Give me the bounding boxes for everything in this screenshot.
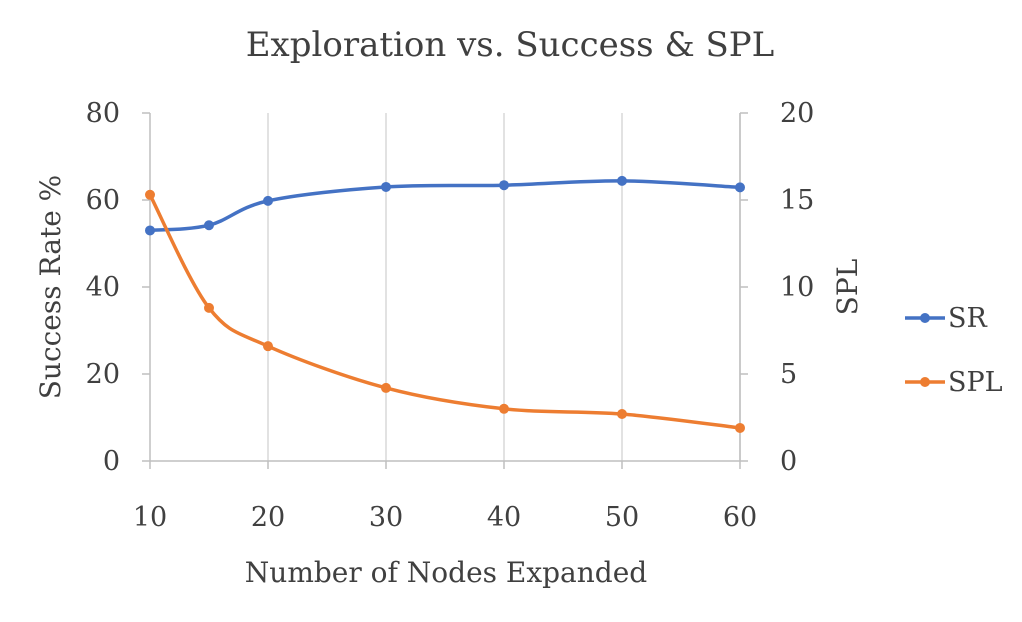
right-tick-label: 10 (780, 272, 814, 303)
x-axis-ticks: 10 20 30 40 50 60 (133, 461, 757, 533)
right-tick-label: 20 (780, 98, 814, 129)
data-point-sr (617, 175, 627, 186)
series-group (145, 175, 745, 433)
data-point-spl (263, 341, 273, 352)
x-tick-label: 20 (251, 502, 285, 533)
x-tick-label: 60 (723, 502, 757, 533)
left-axis-ticks: 0 20 40 60 80 (86, 98, 150, 477)
data-point-sr (735, 182, 745, 193)
legend-marker-spl (920, 377, 930, 387)
axes (149, 113, 741, 462)
right-tick-label: 15 (780, 185, 814, 216)
legend-marker-sr (920, 313, 930, 323)
data-point-sr (263, 195, 273, 206)
left-tick-label: 0 (103, 446, 120, 477)
right-axis-title: SPL (831, 259, 864, 316)
right-tick-label: 5 (780, 359, 797, 390)
data-point-sr (381, 181, 391, 192)
left-tick-label: 60 (86, 185, 120, 216)
chart-title: Exploration vs. Success & SPL (246, 25, 775, 65)
series-line-spl (148, 193, 742, 430)
data-point-spl (617, 409, 627, 420)
series-line-sr (148, 179, 742, 233)
right-tick-label: 0 (780, 446, 797, 477)
x-tick-label: 50 (605, 502, 639, 533)
left-tick-label: 20 (86, 359, 120, 390)
right-axis-ticks: 0 5 10 15 20 (740, 98, 814, 477)
left-tick-label: 40 (86, 272, 120, 303)
x-axis-title: Number of Nodes Expanded (245, 556, 647, 589)
data-point-spl (735, 422, 745, 433)
data-point-spl (499, 403, 509, 414)
data-point-sr (145, 225, 155, 236)
legend-label-sr: SR (948, 303, 987, 334)
x-tick-label: 10 (133, 502, 167, 533)
data-point-spl (204, 302, 214, 313)
legend-label-spl: SPL (948, 367, 1003, 398)
left-tick-label: 80 (86, 98, 120, 129)
left-axis-title: Success Rate % (34, 175, 67, 400)
x-tick-label: 40 (487, 502, 521, 533)
legend: SR SPL (905, 303, 1003, 398)
data-point-sr (204, 220, 214, 231)
x-tick-label: 30 (369, 502, 403, 533)
data-point-sr (499, 180, 509, 191)
data-point-spl (381, 382, 391, 393)
data-point-spl (145, 189, 155, 200)
